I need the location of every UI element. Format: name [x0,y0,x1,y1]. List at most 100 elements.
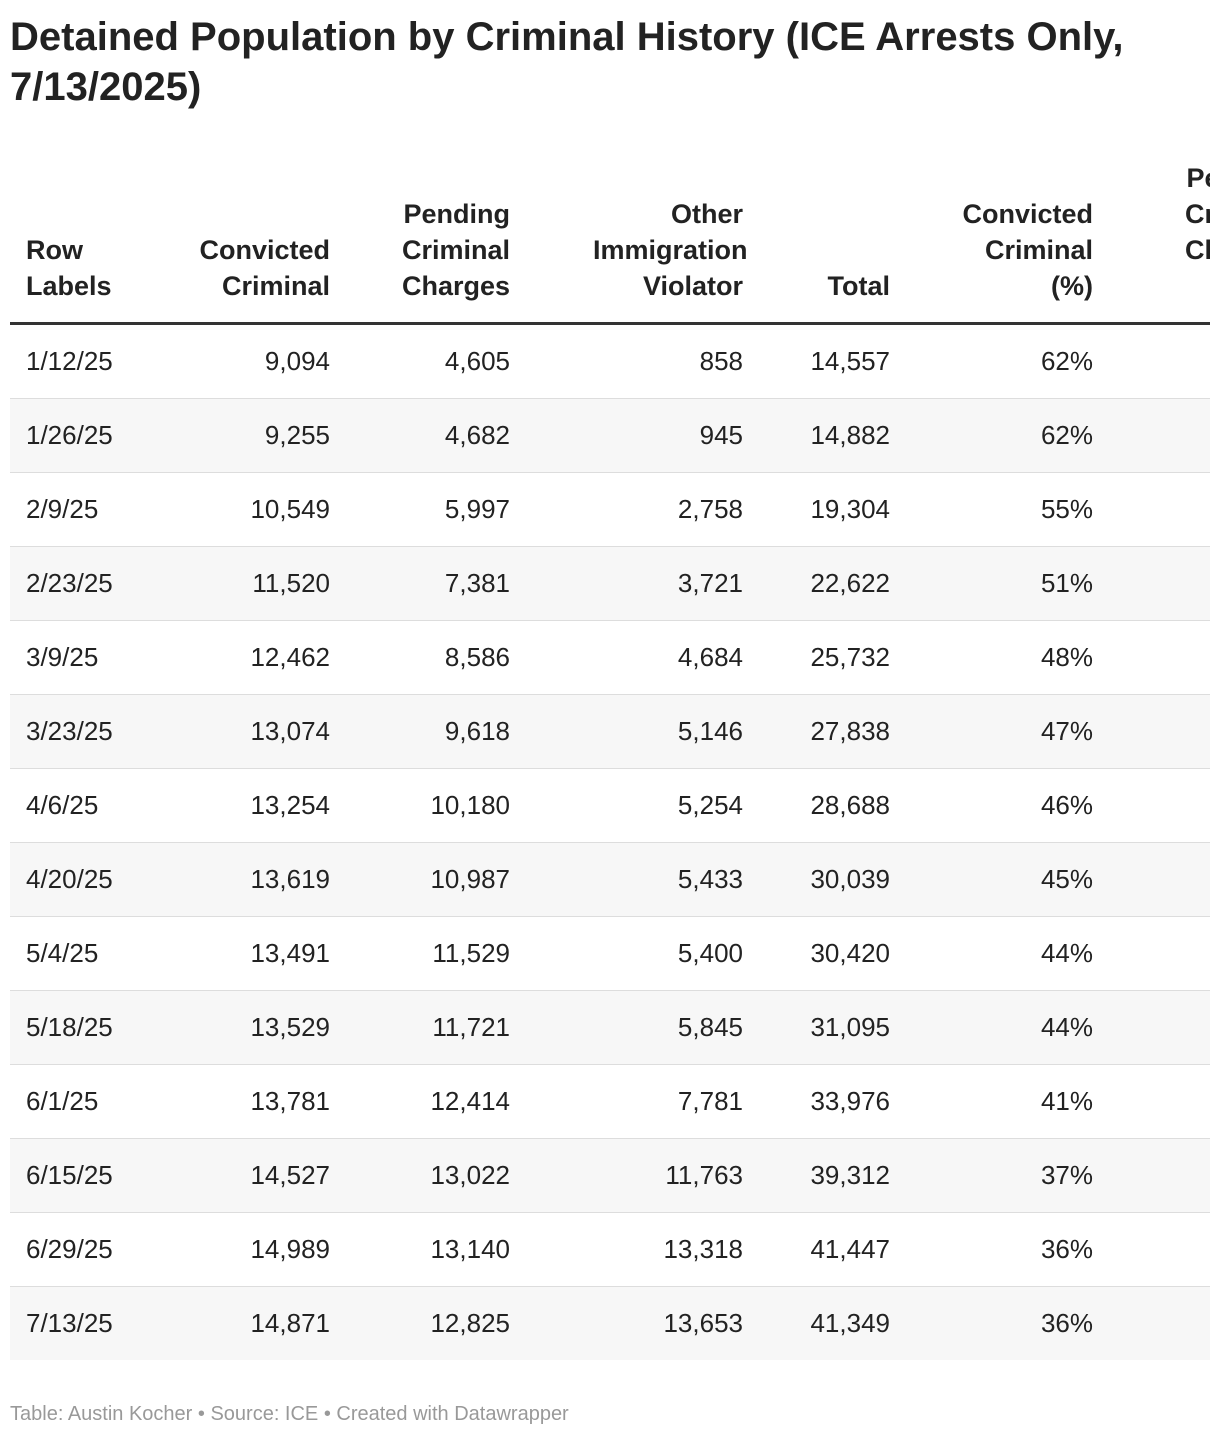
cell: 12,414 [346,1064,526,1139]
cell: 9,094 [160,323,346,399]
table-row: 1/26/25 9,255 4,682 945 14,882 62% [10,398,1210,473]
table-body: 1/12/25 9,094 4,605 858 14,557 62% 1/26/25 9,25… [10,323,1210,1360]
cell: 13,022 [346,1138,526,1213]
cell: 13,318 [526,1212,759,1287]
cell: 5,433 [526,842,759,917]
row-label: 5/4/25 [10,916,160,991]
cell: 11,763 [526,1138,759,1213]
column-header: Other Immigration Violator [526,160,759,325]
cell: 25,732 [759,620,906,695]
row-label: 4/20/25 [10,842,160,917]
cell [1109,694,1210,769]
cell: 46% [906,768,1109,843]
cell: 14,557 [759,323,906,399]
cell: 33,976 [759,1064,906,1139]
cell: 13,529 [160,990,346,1065]
header-text: Total [827,271,891,301]
cell: 11,520 [160,546,346,621]
cell: 4,684 [526,620,759,695]
table-row: 4/20/25 13,619 10,987 5,433 30,039 45% [10,842,1210,917]
cell: 14,871 [160,1286,346,1360]
cell: 13,781 [160,1064,346,1139]
cell: 2,758 [526,472,759,547]
table-row: 2/9/25 10,549 5,997 2,758 19,304 55% [10,472,1210,547]
table-row: 5/4/25 13,491 11,529 5,400 30,420 44% [10,916,1210,991]
cell: 14,989 [160,1212,346,1287]
row-label: 4/6/25 [10,768,160,843]
cell: 13,140 [346,1212,526,1287]
row-label: 6/15/25 [10,1138,160,1213]
cell: 858 [526,323,759,399]
cell: 14,882 [759,398,906,473]
cell: 10,987 [346,842,526,917]
cell: 36% [906,1212,1109,1287]
table-row: 3/9/25 12,462 8,586 4,684 25,732 48% [10,620,1210,695]
table-container: Detained Population by Criminal History … [10,0,1210,1440]
cell: 48% [906,620,1109,695]
cell: 62% [906,323,1109,399]
cell: 39,312 [759,1138,906,1213]
cell: 45% [906,842,1109,917]
cell [1109,1286,1210,1360]
column-header: Pending Criminal Charges (%) [1109,160,1210,325]
table-row: 6/29/25 14,989 13,140 13,318 41,447 36% [10,1212,1210,1287]
cell: 13,619 [160,842,346,917]
cell: 13,254 [160,768,346,843]
row-label: 2/23/25 [10,546,160,621]
row-label: 3/9/25 [10,620,160,695]
cell: 11,721 [346,990,526,1065]
row-label: 1/26/25 [10,398,160,473]
cell: 9,618 [346,694,526,769]
cell [1109,620,1210,695]
cell: 44% [906,916,1109,991]
title: Detained Population by Criminal History … [10,15,1124,109]
cell: 13,491 [160,916,346,991]
header-row: Row Labels Convicted Criminal Pending Crim… [10,160,1210,325]
cell: 12,825 [346,1286,526,1360]
data-table: Row Labels Convicted Criminal Pending Crim… [10,160,1210,1360]
row-label: 7/13/25 [10,1286,160,1360]
cell: 4,605 [346,323,526,399]
row-label: 6/29/25 [10,1212,160,1287]
cell [1109,1064,1210,1139]
cell [1109,398,1210,473]
row-label: 1/12/25 [10,323,160,399]
table-row: 4/6/25 13,254 10,180 5,254 28,688 46% [10,768,1210,843]
cell [1109,768,1210,843]
cell: 36% [906,1286,1109,1360]
cell: 5,845 [526,990,759,1065]
cell: 41% [906,1064,1109,1139]
cell: 8,586 [346,620,526,695]
column-header: Pending Criminal Charges [346,160,526,325]
cell [1109,990,1210,1065]
row-label: 6/1/25 [10,1064,160,1139]
cell [1109,323,1210,399]
cell: 5,254 [526,768,759,843]
table-row: 1/12/25 9,094 4,605 858 14,557 62% [10,323,1210,399]
footer: Table: Austin Kocher • Source: ICE • Cre… [10,1403,569,1425]
cell: 9,255 [160,398,346,473]
cell: 22,622 [759,546,906,621]
row-label: 2/9/25 [10,472,160,547]
header-text: Convicted Criminal [199,235,330,301]
cell: 5,400 [526,916,759,991]
cell: 19,304 [759,472,906,547]
cell [1109,1212,1210,1287]
cell: 14,527 [160,1138,346,1213]
table-row: 7/13/25 14,871 12,825 13,653 41,349 36% [10,1286,1210,1360]
row-label: 5/18/25 [10,990,160,1065]
cell: 5,997 [346,472,526,547]
cell: 51% [906,546,1109,621]
column-header: Row Labels [10,160,160,325]
header-text: Pending Criminal Charges [401,199,510,301]
cell: 13,074 [160,694,346,769]
cell: 12,462 [160,620,346,695]
cell: 3,721 [526,546,759,621]
header-text: Row Labels [26,235,112,301]
cell: 11,529 [346,916,526,991]
column-header: Convicted Criminal (%) [906,160,1109,325]
header-text: Convicted Criminal (%) [962,199,1093,301]
table-row: 5/18/25 13,529 11,721 5,845 31,095 44% [10,990,1210,1065]
cell: 41,349 [759,1286,906,1360]
cell: 28,688 [759,768,906,843]
